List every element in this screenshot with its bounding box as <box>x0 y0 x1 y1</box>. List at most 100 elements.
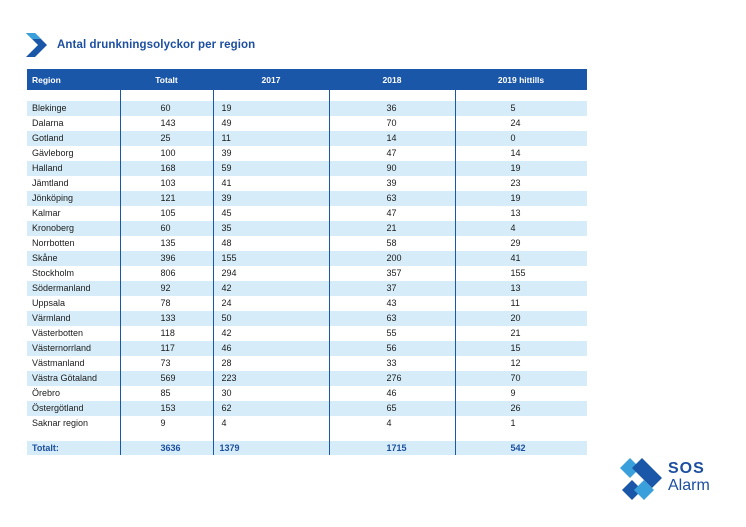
year-2018-cell: 39 <box>328 176 455 191</box>
total-cell: 806 <box>119 266 213 281</box>
region-cell: Värmland <box>27 311 120 326</box>
region-cell: Örebro <box>27 386 120 401</box>
total-cell: 60 <box>119 221 213 236</box>
year-2017-cell: 50 <box>212 311 329 326</box>
year-2017-cell: 4 <box>212 416 329 431</box>
year-2017-cell: 48 <box>212 236 329 251</box>
total-cell: 117 <box>119 341 213 356</box>
total-row: Totalt: 3636 1379 1715 542 <box>27 441 587 455</box>
total-cell: 78 <box>119 296 213 311</box>
region-cell: Saknar region <box>27 416 120 431</box>
year-2019-cell: 0 <box>454 131 587 146</box>
year-2018-cell: 33 <box>328 356 455 371</box>
region-cell: Kalmar <box>27 206 120 221</box>
total-cell: 60 <box>119 101 213 116</box>
year-2018-cell: 90 <box>328 161 455 176</box>
year-2018-cell: 70 <box>328 116 455 131</box>
year-2017-cell: 39 <box>212 146 329 161</box>
year-2017-cell: 42 <box>212 326 329 341</box>
total-cell: 100 <box>119 146 213 161</box>
region-cell: Halland <box>27 161 120 176</box>
year-2019-cell: 23 <box>454 176 587 191</box>
total-cell: 118 <box>119 326 213 341</box>
year-2018-cell: 200 <box>328 251 455 266</box>
year-2017-cell: 49 <box>212 116 329 131</box>
total-year-2017-cell: 1379 <box>212 441 329 455</box>
table-row: Västerbotten 118 42 55 21 <box>27 326 587 341</box>
year-2018-cell: 47 <box>328 206 455 221</box>
region-cell: Stockholm <box>27 266 120 281</box>
column-header-2018: 2018 <box>329 69 455 90</box>
year-2017-cell: 19 <box>212 101 329 116</box>
total-cell: 569 <box>119 371 213 386</box>
region-cell: Östergötland <box>27 401 120 416</box>
table-row: Örebro 85 30 46 9 <box>27 386 587 401</box>
year-2017-cell: 35 <box>212 221 329 236</box>
spacer-row <box>27 90 587 101</box>
region-cell: Västra Götaland <box>27 371 120 386</box>
table-row: Gävleborg 100 39 47 14 <box>27 146 587 161</box>
spacer-cell <box>454 431 587 441</box>
year-2017-cell: 11 <box>212 131 329 146</box>
total-cell: 133 <box>119 311 213 326</box>
logo-text-sos: SOS <box>668 460 705 477</box>
year-2017-cell: 223 <box>212 371 329 386</box>
year-2018-cell: 357 <box>328 266 455 281</box>
column-header-region: Region <box>27 69 120 90</box>
total-cell: 396 <box>119 251 213 266</box>
total-cell: 121 <box>119 191 213 206</box>
year-2018-cell: 65 <box>328 401 455 416</box>
table-row: Saknar region 9 4 4 1 <box>27 416 587 431</box>
total-cell: 25 <box>119 131 213 146</box>
year-2019-cell: 4 <box>454 221 587 236</box>
title-block: Antal drunkningsolyckor per region <box>26 33 255 57</box>
region-cell: Gotland <box>27 131 120 146</box>
year-2019-cell: 26 <box>454 401 587 416</box>
table-row: Jönköping 121 39 63 19 <box>27 191 587 206</box>
year-2019-cell: 15 <box>454 341 587 356</box>
total-cell: 73 <box>119 356 213 371</box>
column-header-2019: 2019 hittills <box>455 69 587 90</box>
sos-alarm-logo-icon <box>620 458 662 500</box>
year-2019-cell: 1 <box>454 416 587 431</box>
year-2019-cell: 13 <box>454 281 587 296</box>
year-2017-cell: 28 <box>212 356 329 371</box>
region-cell: Västernorrland <box>27 341 120 356</box>
region-cell: Södermanland <box>27 281 120 296</box>
year-2018-cell: 63 <box>328 311 455 326</box>
table-row: Jämtland 103 41 39 23 <box>27 176 587 191</box>
total-cell: 105 <box>119 206 213 221</box>
table-row: Dalarna 143 49 70 24 <box>27 116 587 131</box>
year-2018-cell: 58 <box>328 236 455 251</box>
sos-alarm-logo: SOS Alarm <box>620 456 720 506</box>
table-row: Västmanland 73 28 33 12 <box>27 356 587 371</box>
year-2017-cell: 41 <box>212 176 329 191</box>
year-2017-cell: 39 <box>212 191 329 206</box>
year-2019-cell: 11 <box>454 296 587 311</box>
page-title: Antal drunkningsolyckor per region <box>57 39 256 51</box>
table-row: Östergötland 153 62 65 26 <box>27 401 587 416</box>
year-2019-cell: 5 <box>454 101 587 116</box>
year-2019-cell: 70 <box>454 371 587 386</box>
region-cell: Kronoberg <box>27 221 120 236</box>
table-row: Uppsala 78 24 43 11 <box>27 296 587 311</box>
total-cell: 168 <box>119 161 213 176</box>
total-cell: 92 <box>119 281 213 296</box>
region-cell: Jönköping <box>27 191 120 206</box>
column-header-2017: 2017 <box>213 69 329 90</box>
drowning-table: Region Totalt 2017 2018 2019 hittills Bl… <box>27 69 587 455</box>
year-2019-cell: 41 <box>454 251 587 266</box>
table-row: Blekinge 60 19 36 5 <box>27 101 587 116</box>
year-2018-cell: 37 <box>328 281 455 296</box>
table-row: Södermanland 92 42 37 13 <box>27 281 587 296</box>
table-row: Norrbotten 135 48 58 29 <box>27 236 587 251</box>
year-2017-cell: 24 <box>212 296 329 311</box>
total-year-2018-cell: 1715 <box>328 441 455 455</box>
year-2017-cell: 46 <box>212 341 329 356</box>
year-2017-cell: 30 <box>212 386 329 401</box>
chevron-right-icon <box>26 33 47 57</box>
year-2017-cell: 42 <box>212 281 329 296</box>
spacer-cell <box>454 90 587 101</box>
year-2018-cell: 36 <box>328 101 455 116</box>
year-2018-cell: 21 <box>328 221 455 236</box>
